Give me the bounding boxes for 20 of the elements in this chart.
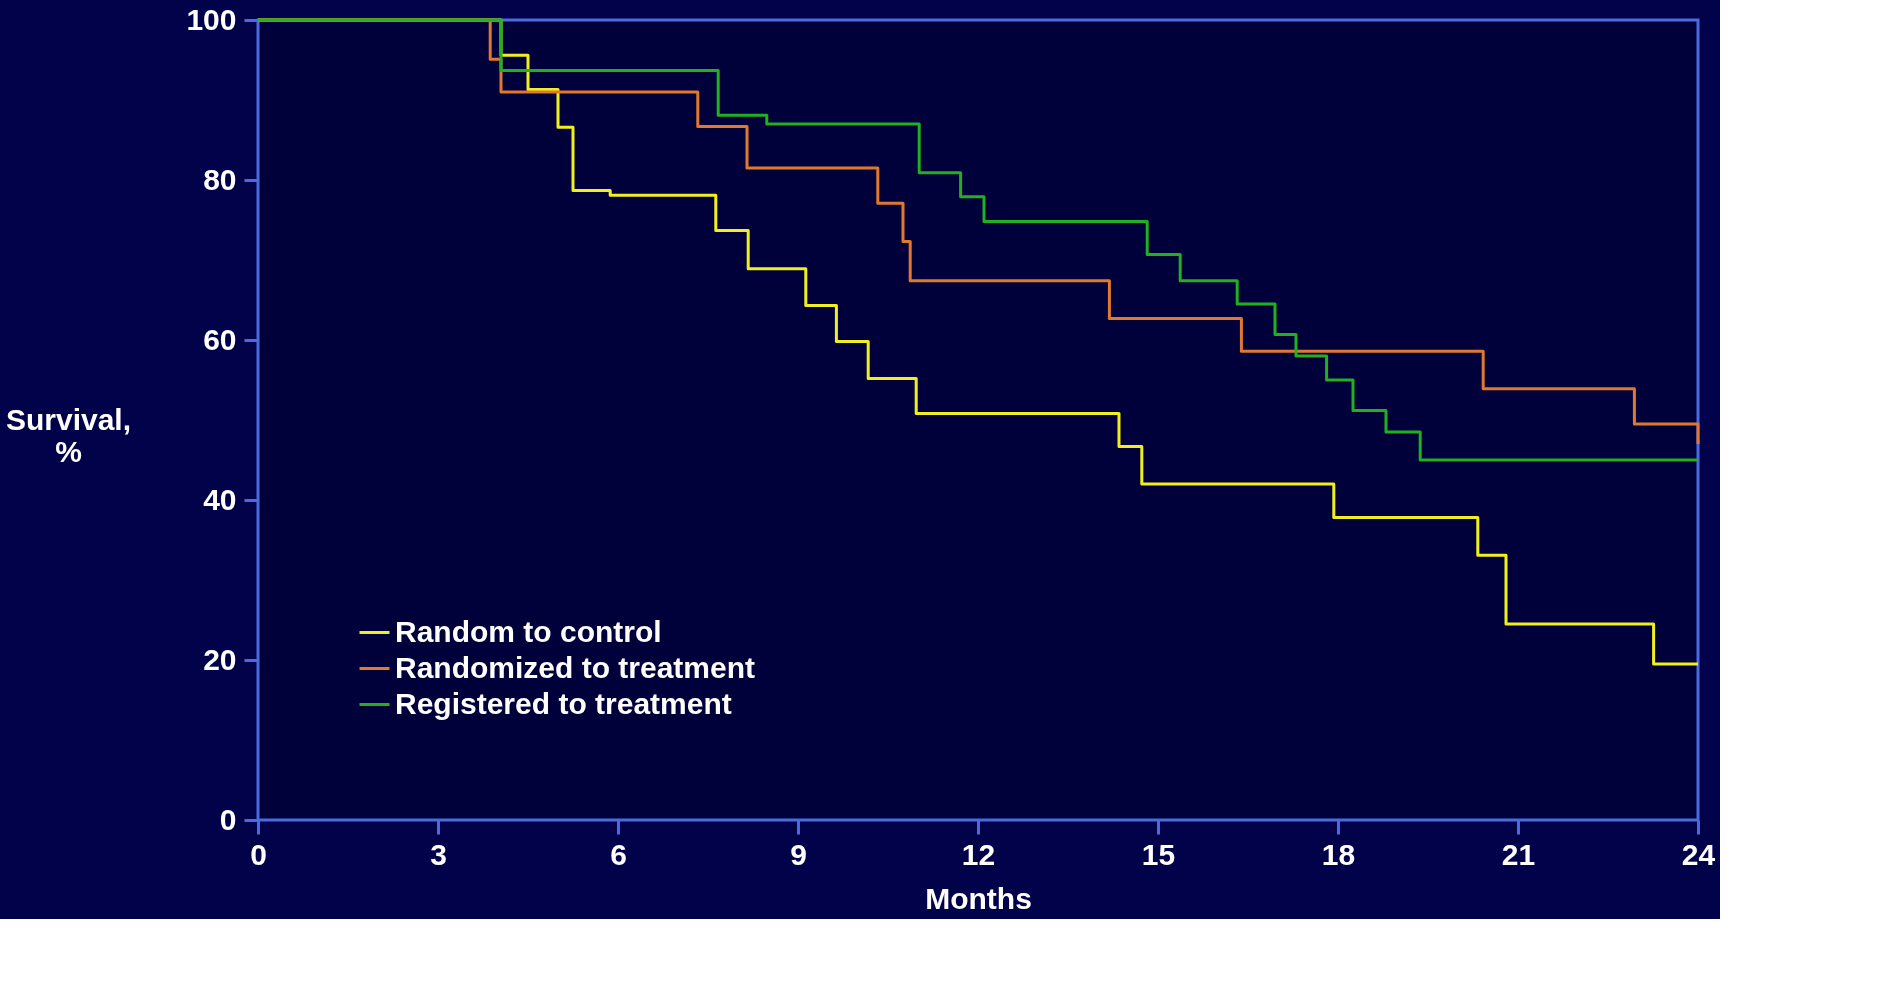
x-tick-label: 9 (790, 837, 807, 871)
y-tick-label: 60 (203, 322, 237, 356)
x-tick-label: 6 (610, 837, 627, 871)
y-tick-label: 20 (203, 642, 237, 676)
x-tick-label: 18 (1321, 837, 1356, 871)
x-tick-label: 12 (961, 837, 996, 871)
x-tick-label: 24 (1681, 837, 1716, 871)
x-tick-label: 0 (250, 837, 267, 871)
x-tick-label: 3 (430, 837, 447, 871)
y-axis-title: Survival, % (5, 402, 132, 468)
legend-label: Registered to treatment (395, 686, 732, 720)
legend-label: Random to control (395, 614, 662, 648)
y-tick-label: 80 (203, 162, 237, 196)
x-tick-label: 21 (1501, 837, 1536, 871)
y-tick-label: 100 (186, 2, 237, 36)
x-tick-label: 15 (1141, 837, 1176, 871)
x-axis-title: Months (925, 881, 1032, 915)
legend-label: Randomized to treatment (395, 650, 756, 684)
y-tick-label: 0 (219, 802, 237, 836)
y-tick-label: 40 (203, 482, 237, 516)
